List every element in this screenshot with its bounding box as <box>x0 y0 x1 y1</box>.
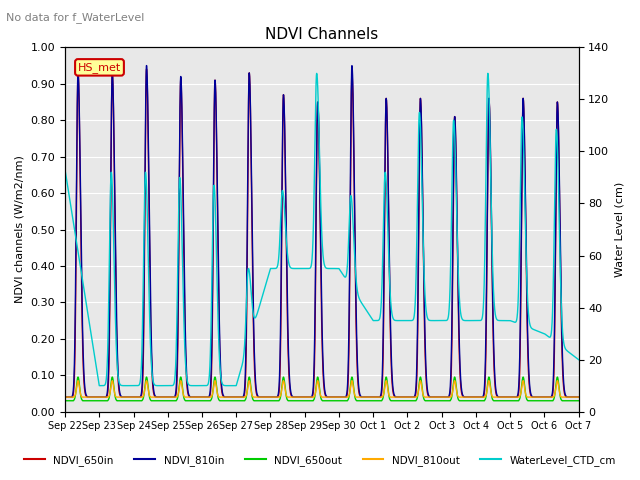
NDVI_810in <box>383 97 390 103</box>
NDVI_650in <box>575 394 582 400</box>
Line: NDVI_810out: NDVI_810out <box>65 381 579 397</box>
WaterLevel_CTD_cm <box>548 328 556 334</box>
WaterLevel_CTD_cm <box>258 295 266 301</box>
WaterLevel_CTD_cm <box>232 383 240 388</box>
NDVI_650out <box>61 398 69 404</box>
WaterLevel_CTD_cm <box>527 325 535 331</box>
NDVI_650in <box>548 394 556 400</box>
Line: NDVI_650in: NDVI_650in <box>65 69 579 397</box>
NDVI_810in <box>61 394 69 400</box>
NDVI_650in <box>383 98 390 104</box>
Y-axis label: Water Level (cm): Water Level (cm) <box>615 182 625 277</box>
NDVI_810out <box>527 394 535 400</box>
NDVI_650in <box>61 394 69 400</box>
NDVI_650in <box>527 393 535 399</box>
NDVI_650out <box>525 398 532 404</box>
NDVI_810in <box>123 394 131 400</box>
Line: NDVI_810in: NDVI_810in <box>65 66 579 397</box>
NDVI_650out <box>383 374 390 380</box>
NDVI_650in <box>123 394 131 400</box>
NDVI_810out <box>383 378 390 384</box>
WaterLevel_CTD_cm <box>484 71 492 76</box>
Text: HS_met: HS_met <box>78 62 121 73</box>
NDVI_650out <box>527 398 535 404</box>
NDVI_650out <box>548 398 556 404</box>
NDVI_650in <box>143 66 150 72</box>
NDVI_810out <box>575 394 582 400</box>
WaterLevel_CTD_cm <box>61 167 69 172</box>
WaterLevel_CTD_cm <box>525 316 532 322</box>
WaterLevel_CTD_cm <box>575 357 582 362</box>
NDVI_810out <box>525 394 532 400</box>
WaterLevel_CTD_cm <box>383 186 390 192</box>
NDVI_810out <box>61 394 69 400</box>
NDVI_810out <box>123 394 131 400</box>
WaterLevel_CTD_cm <box>123 383 131 388</box>
NDVI_810out <box>548 394 556 400</box>
NDVI_810in <box>548 394 556 399</box>
NDVI_650out <box>123 398 131 404</box>
NDVI_650in <box>525 376 532 382</box>
NDVI_650out <box>74 374 82 380</box>
NDVI_810in <box>143 63 150 69</box>
NDVI_810in <box>525 369 532 374</box>
NDVI_810out <box>74 378 82 384</box>
NDVI_650out <box>258 398 266 404</box>
Title: NDVI Channels: NDVI Channels <box>265 27 378 42</box>
NDVI_650in <box>258 394 266 400</box>
NDVI_810in <box>258 394 266 400</box>
Line: WaterLevel_CTD_cm: WaterLevel_CTD_cm <box>65 73 579 385</box>
Y-axis label: NDVI channels (W/m2/nm): NDVI channels (W/m2/nm) <box>15 156 25 303</box>
NDVI_650out <box>575 398 582 404</box>
NDVI_810in <box>575 394 582 400</box>
Line: NDVI_650out: NDVI_650out <box>65 377 579 401</box>
NDVI_810out <box>258 394 266 400</box>
Text: No data for f_WaterLevel: No data for f_WaterLevel <box>6 12 145 23</box>
Legend: NDVI_650in, NDVI_810in, NDVI_650out, NDVI_810out, WaterLevel_CTD_cm: NDVI_650in, NDVI_810in, NDVI_650out, NDV… <box>20 451 620 470</box>
NDVI_810in <box>527 392 535 398</box>
